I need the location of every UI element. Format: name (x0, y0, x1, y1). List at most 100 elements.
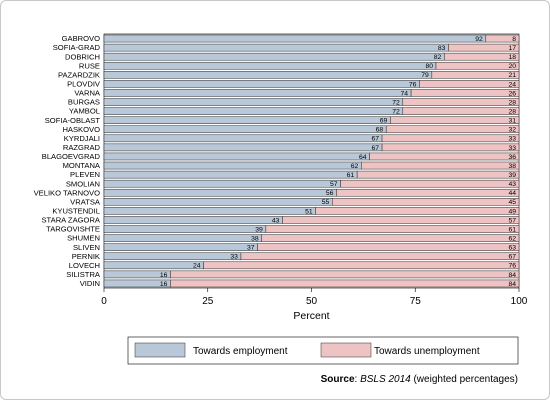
x-tick-label-2: 50 (306, 296, 318, 307)
label-unemployment-18: 45 (508, 199, 516, 206)
bar-unemployment-9 (390, 116, 520, 124)
bar-unemployment-5 (419, 80, 520, 88)
bar-unemployment-19 (315, 207, 520, 215)
bar-unemployment-16 (340, 179, 520, 188)
category-label-19: KYUSTENDIL (52, 206, 100, 215)
label-unemployment-2: 18 (508, 54, 516, 61)
category-label-4: PAZARDZIK (58, 70, 100, 79)
bar-employment-15 (103, 170, 358, 179)
label-employment-6: 74 (401, 90, 409, 97)
bar-unemployment-20 (282, 216, 520, 224)
label-employment-9: 69 (380, 118, 388, 125)
bar-employment-5 (103, 80, 420, 88)
label-employment-24: 33 (230, 254, 238, 261)
label-unemployment-24: 67 (508, 254, 516, 261)
category-label-10: HASKOVO (62, 125, 100, 134)
bar-unemployment-13 (369, 152, 520, 161)
label-employment-17: 56 (326, 190, 334, 197)
category-label-6: VARNA (74, 89, 101, 98)
x-tick-label-0: 0 (101, 296, 107, 307)
label-employment-21: 39 (255, 226, 263, 233)
bar-unemployment-11 (381, 134, 520, 143)
label-unemployment-15: 39 (508, 172, 516, 179)
label-unemployment-10: 32 (508, 127, 516, 134)
label-employment-1: 83 (438, 45, 446, 52)
label-employment-12: 67 (371, 145, 379, 152)
bar-unemployment-26 (170, 270, 520, 279)
value-labels: 92 8 83 17 82 18 80 20 79 21 76 24 74 26 72 28 72 28 69 31 6… (160, 36, 516, 288)
bar-unemployment-12 (381, 143, 520, 152)
category-label-24: PERNIK (72, 252, 100, 261)
bar-employment-13 (103, 152, 370, 161)
bar-unemployment-10 (385, 125, 520, 134)
source-note: Source: BSLS 2014 (weighted percentages) (321, 374, 518, 385)
bar-unemployment-25 (203, 261, 520, 270)
label-unemployment-8: 28 (508, 109, 516, 116)
category-label-9: SOFIA-OBLAST (45, 116, 101, 125)
category-label-12: RAZGRAD (63, 143, 101, 152)
bar-employment-3 (103, 61, 437, 70)
label-employment-4: 79 (421, 72, 429, 79)
category-label-25: LOVECH (69, 261, 100, 270)
bar-employment-17 (103, 188, 337, 197)
bar-employment-18 (103, 198, 333, 206)
bar-unemployment-6 (410, 89, 520, 97)
x-tick-label-1: 25 (202, 296, 214, 307)
label-unemployment-11: 33 (508, 136, 516, 143)
category-label-3: RUSE (79, 61, 100, 70)
category-label-21: TARGOVISHTE (46, 225, 100, 234)
label-employment-7: 72 (392, 99, 400, 106)
label-employment-3: 80 (425, 63, 433, 70)
category-label-16: SMOLIAN (66, 179, 100, 188)
label-employment-18: 55 (322, 199, 330, 206)
bar-employment-23 (103, 243, 258, 251)
label-unemployment-4: 21 (508, 72, 516, 79)
label-unemployment-19: 49 (508, 208, 516, 215)
source-rest: (weighted percentages) (411, 374, 518, 385)
bar-unemployment-22 (261, 234, 520, 242)
label-employment-27: 16 (160, 281, 168, 288)
label-unemployment-7: 28 (508, 99, 516, 106)
bar-employment-2 (103, 52, 445, 61)
label-employment-5: 76 (409, 81, 417, 88)
bar-unemployment-7 (402, 98, 520, 106)
category-label-27: VIDIN (80, 279, 100, 288)
bar-unemployment-27 (170, 279, 520, 288)
label-unemployment-12: 33 (508, 145, 516, 152)
category-label-13: BLAGOEVGRAD (42, 152, 101, 161)
label-unemployment-9: 31 (508, 118, 516, 125)
legend-label-0: Towards employment (193, 346, 288, 357)
label-unemployment-6: 26 (508, 90, 516, 97)
label-employment-11: 67 (371, 136, 379, 143)
category-label-14: MONTANA (63, 161, 101, 170)
label-unemployment-22: 62 (508, 236, 516, 243)
label-unemployment-25: 76 (508, 263, 516, 270)
label-unemployment-20: 57 (508, 217, 516, 224)
label-employment-22: 38 (251, 236, 259, 243)
source-label: Source (321, 374, 355, 385)
category-label-18: VRATSA (70, 197, 101, 206)
x-tick-label-4: 100 (511, 296, 528, 307)
category-label-8: YAMBOL (69, 107, 100, 116)
label-employment-14: 62 (351, 163, 359, 170)
legend-label-1: Towards unemployment (374, 346, 480, 357)
label-employment-0: 92 (475, 36, 483, 43)
category-label-26: SILISTRA (66, 270, 101, 279)
label-employment-26: 16 (160, 272, 168, 279)
label-employment-20: 43 (272, 217, 280, 224)
label-unemployment-3: 20 (508, 63, 516, 70)
label-employment-16: 57 (330, 181, 338, 188)
bar-unemployment-14 (361, 161, 520, 170)
category-label-17: VELIKO TARNOVO (34, 188, 100, 197)
bar-employment-10 (103, 125, 387, 134)
label-employment-23: 37 (247, 245, 255, 252)
legend-swatch-1 (320, 342, 372, 358)
category-label-0: GABROVO (62, 34, 100, 43)
category-label-1: SOFIA-GRAD (53, 43, 101, 52)
bar-employment-1 (103, 43, 449, 52)
label-employment-8: 72 (392, 109, 400, 116)
label-unemployment-21: 61 (508, 226, 516, 233)
x-axis-title: Percent (293, 310, 329, 322)
label-unemployment-1: 17 (508, 45, 516, 52)
